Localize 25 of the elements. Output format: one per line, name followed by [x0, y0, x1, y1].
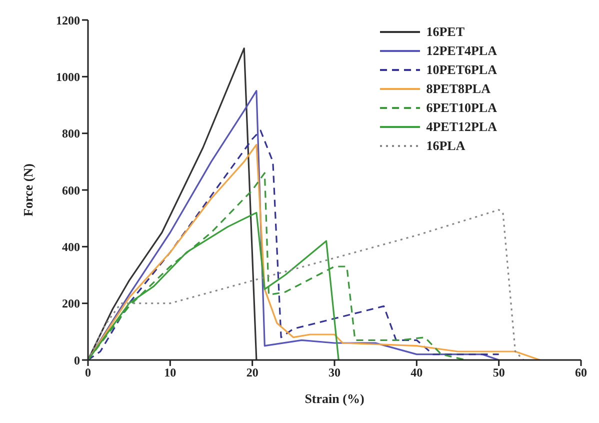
legend-label: 4PET12PLA: [426, 118, 497, 134]
y-tick-label: 400: [62, 240, 80, 254]
x-tick-label: 30: [328, 366, 340, 380]
line-series: [88, 209, 524, 360]
legend-label: 6PET10PLA: [426, 100, 497, 116]
y-tick-label: 600: [62, 183, 80, 198]
legend-label: 16PLA: [426, 138, 466, 154]
y-tick-label: 1200: [56, 13, 80, 28]
y-axis-title: Force (N): [20, 164, 36, 216]
x-axis-title: Strain (%): [304, 391, 364, 406]
x-tick-label: 10: [164, 366, 176, 380]
legend-label: 16PET: [426, 24, 464, 40]
y-tick-label: 1000: [56, 70, 80, 84]
legend-label: 8PET8PLA: [426, 80, 490, 96]
x-tick-label: 50: [492, 366, 505, 380]
x-tick-label: 0: [85, 366, 91, 380]
legend-label: 10PET6PLA: [426, 62, 497, 78]
x-tick-label: 20: [246, 366, 258, 380]
y-tick-label: 800: [62, 126, 80, 141]
legend-label: 12PET4PLA: [426, 42, 497, 58]
x-tick-label: 40: [410, 366, 423, 380]
x-tick-label: 60: [575, 366, 587, 380]
line-series: [88, 48, 258, 360]
y-tick-label: 200: [62, 296, 80, 311]
y-tick-label: 0: [74, 353, 80, 368]
